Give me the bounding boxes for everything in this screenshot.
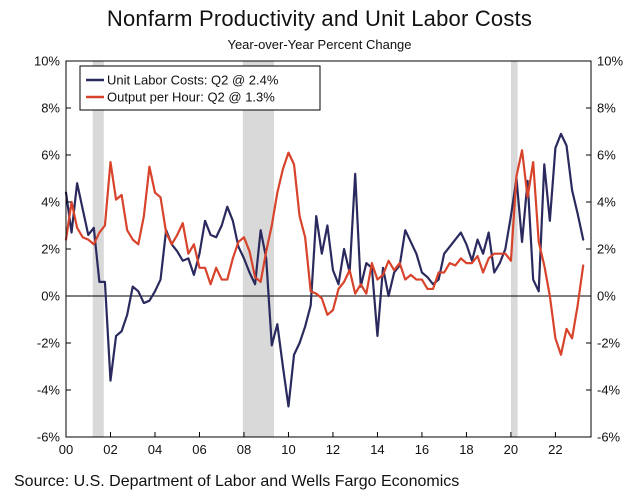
legend: Unit Labor Costs: Q2 @ 2.4% Output per Ho… bbox=[79, 65, 321, 111]
chart-source: Source: U.S. Department of Labor and Wel… bbox=[14, 473, 460, 490]
x-tick-label: 00 bbox=[59, 442, 73, 457]
recession-band-0 bbox=[92, 61, 104, 437]
y-tick-label-right: 10% bbox=[597, 54, 623, 69]
y-tick-label-left: 8% bbox=[41, 101, 60, 116]
x-axis: 00 02 04 06 08 10 12 14 16 18 20 22 bbox=[59, 432, 563, 457]
series-lines bbox=[64, 132, 585, 408]
x-tick-label: 18 bbox=[459, 442, 473, 457]
series-line-unit-labor-costs bbox=[64, 132, 585, 408]
x-tick-label: 08 bbox=[237, 442, 251, 457]
y-tick-label-right: -2% bbox=[597, 336, 621, 351]
x-tick-label: 12 bbox=[326, 442, 340, 457]
legend-label: Unit Labor Costs: Q2 @ 2.4% bbox=[107, 73, 279, 88]
y-axis-left: -6% -4% -2% 0% 2% 4% 6% 8% 10% bbox=[34, 54, 71, 445]
y-tick-label-left: -4% bbox=[37, 383, 61, 398]
chart-subtitle: Year-over-Year Percent Change bbox=[227, 37, 412, 52]
y-tick-label-left: 2% bbox=[41, 242, 60, 257]
x-tick-label: 20 bbox=[504, 442, 518, 457]
recession-band-2 bbox=[510, 61, 518, 437]
y-tick-label-left: 6% bbox=[41, 148, 60, 163]
legend-box bbox=[79, 65, 321, 111]
series-line-output-per-hour bbox=[64, 149, 585, 356]
x-tick-label: 06 bbox=[192, 442, 206, 457]
y-tick-label-right: 8% bbox=[597, 101, 616, 116]
y-tick-label-left: -6% bbox=[37, 430, 61, 445]
x-tick-label: 14 bbox=[370, 442, 384, 457]
y-tick-label-left: 10% bbox=[34, 54, 60, 69]
y-tick-label-right: 4% bbox=[597, 195, 616, 210]
x-tick-label: 02 bbox=[103, 442, 117, 457]
y-tick-label-left: -2% bbox=[37, 336, 61, 351]
x-tick-label: 22 bbox=[548, 442, 562, 457]
y-axis-right: -6% -4% -2% 0% 2% 4% 6% 8% 10% bbox=[586, 54, 623, 445]
x-tick-label: 16 bbox=[415, 442, 429, 457]
chart-title: Nonfarm Productivity and Unit Labor Cost… bbox=[106, 6, 533, 31]
x-tick-label: 04 bbox=[148, 442, 162, 457]
y-tick-label-right: 6% bbox=[597, 148, 616, 163]
recession-shading bbox=[92, 61, 518, 437]
y-tick-label-right: -4% bbox=[597, 383, 621, 398]
y-tick-label-right: 0% bbox=[597, 289, 616, 304]
x-tick-label: 10 bbox=[281, 442, 295, 457]
y-tick-label-left: 4% bbox=[41, 195, 60, 210]
y-tick-label-right: -6% bbox=[597, 430, 621, 445]
legend-label: Output per Hour: Q2 @ 1.3% bbox=[107, 90, 275, 105]
y-tick-label-right: 2% bbox=[597, 242, 616, 257]
y-tick-label-left: 0% bbox=[41, 289, 60, 304]
